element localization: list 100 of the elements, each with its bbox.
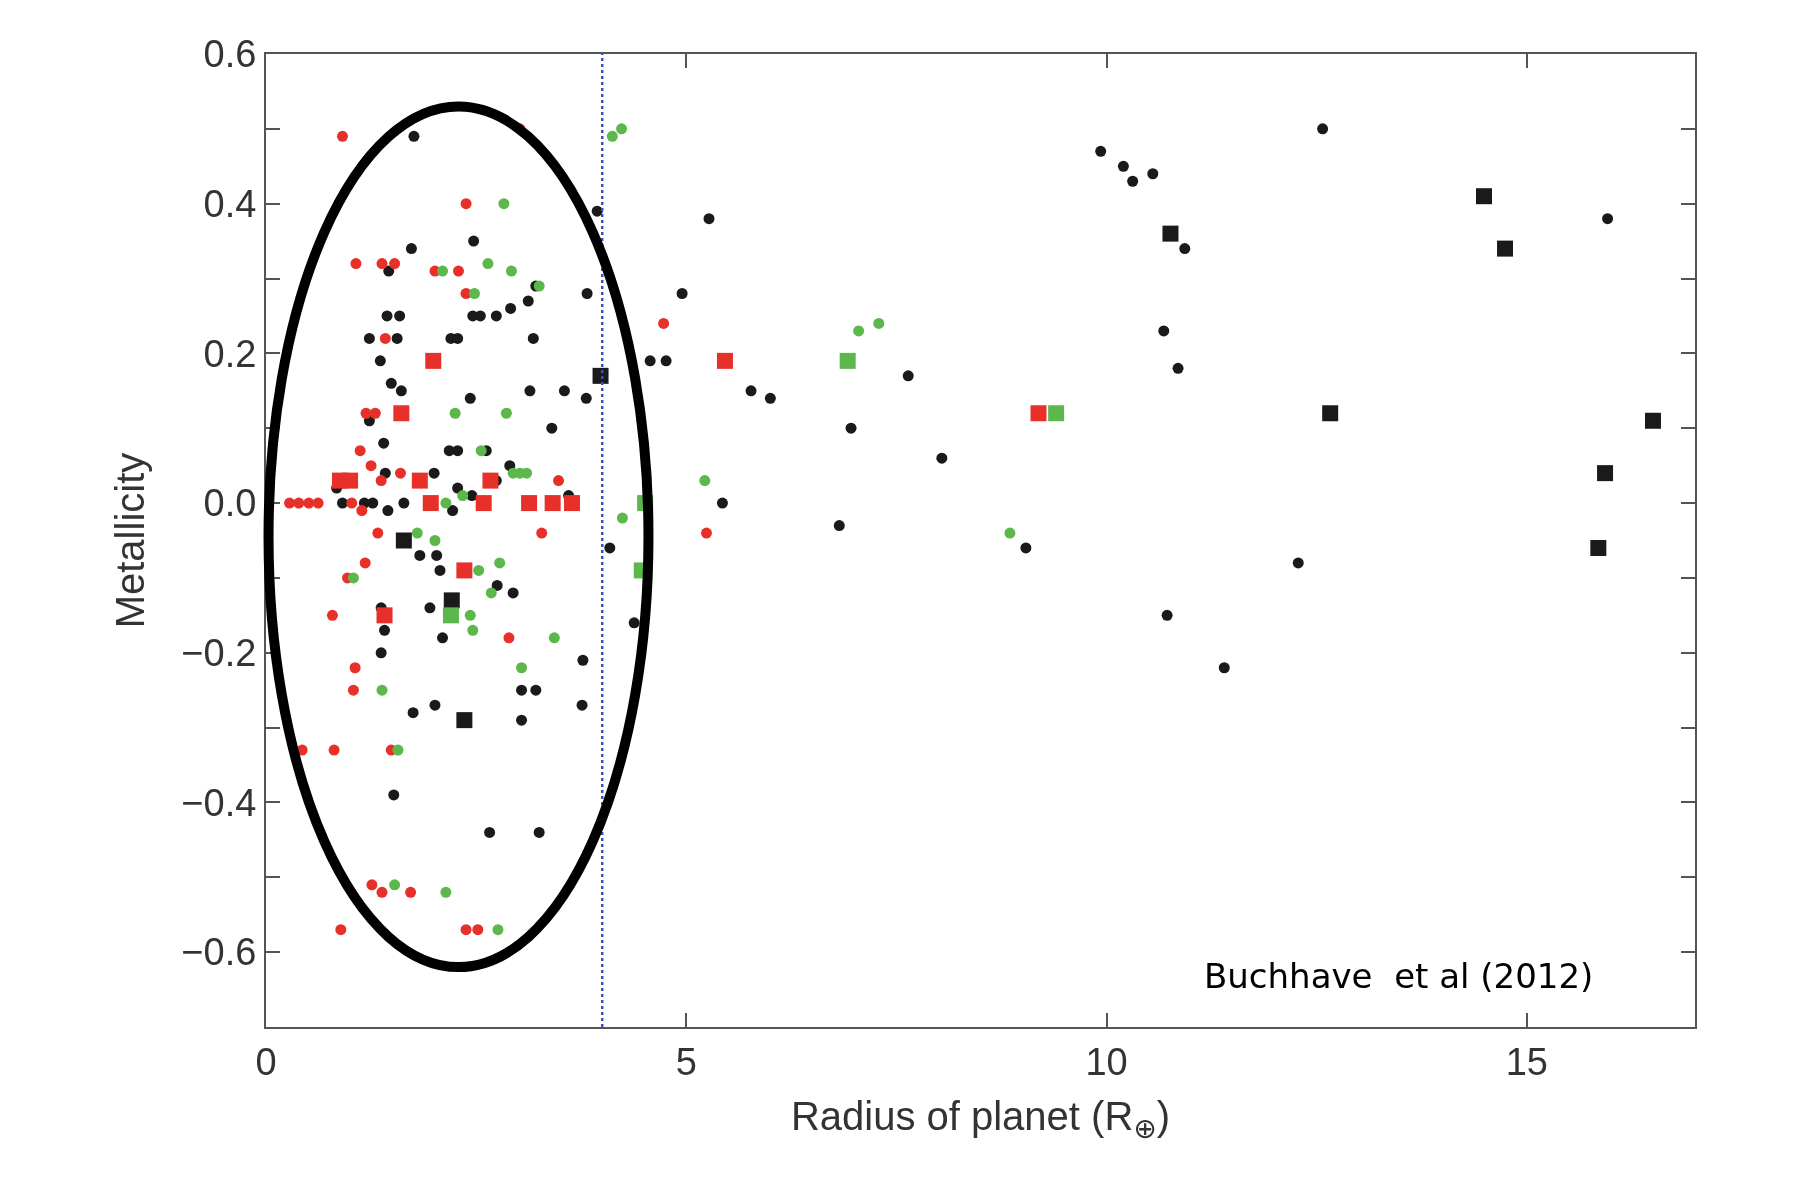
x-tick-label: 15 [1505, 1040, 1549, 1083]
point [468, 288, 480, 300]
point [442, 607, 459, 624]
point [1644, 412, 1661, 429]
point [393, 405, 410, 422]
point [563, 495, 580, 512]
point [379, 332, 391, 344]
point [1322, 405, 1339, 422]
point [464, 609, 476, 621]
x-tick-label: 5 [675, 1040, 697, 1083]
y-tick-label: 0.4 [203, 182, 257, 225]
point [873, 317, 885, 329]
point [411, 527, 423, 539]
point [516, 662, 528, 674]
point [312, 497, 324, 509]
point [1030, 405, 1047, 422]
point [1597, 465, 1614, 482]
point [354, 445, 366, 457]
point [389, 258, 401, 270]
point [326, 609, 338, 621]
point [460, 924, 472, 936]
point [359, 557, 371, 569]
point [449, 407, 461, 419]
point [616, 123, 628, 135]
point [456, 562, 473, 579]
point [328, 744, 340, 756]
point [1590, 539, 1607, 556]
point [548, 632, 560, 644]
point [505, 265, 517, 277]
point [1162, 225, 1179, 242]
point [853, 325, 865, 337]
point [366, 879, 378, 891]
point [346, 497, 358, 509]
point [392, 744, 404, 756]
y-tick-label: −0.6 [181, 931, 257, 974]
point [498, 198, 510, 210]
point [365, 460, 377, 472]
point [429, 535, 441, 546]
point [440, 497, 452, 509]
point [457, 490, 469, 502]
point [349, 662, 361, 674]
point [422, 495, 439, 512]
point [521, 495, 538, 512]
point [1004, 527, 1016, 539]
point [839, 352, 856, 369]
y-tick-label: 0.0 [203, 482, 257, 525]
point [606, 130, 618, 142]
point [443, 592, 460, 609]
point [1048, 405, 1065, 422]
point [395, 532, 412, 549]
point [475, 445, 487, 457]
x-tick-label: 0 [255, 1040, 277, 1083]
point [699, 475, 711, 487]
point [536, 527, 548, 539]
y-tick-label: 0.2 [203, 332, 257, 375]
y-tick-label: −0.2 [181, 632, 257, 675]
point [553, 475, 565, 487]
y-tick-label: 0.6 [203, 33, 257, 76]
x-axis-title: Radius of planet (R$_{⊕}$) [790, 1093, 1171, 1144]
point [372, 527, 384, 539]
x-tick-label: 10 [1085, 1040, 1128, 1083]
point [544, 495, 561, 512]
point [592, 367, 609, 384]
point [700, 527, 712, 539]
point [411, 472, 428, 489]
annotation: Buchhave et al (2012) [1204, 956, 1594, 996]
point [1476, 188, 1493, 205]
point [467, 624, 479, 636]
point [473, 564, 485, 576]
point [376, 258, 388, 270]
point [485, 587, 497, 599]
point [494, 557, 506, 569]
point [716, 352, 733, 369]
point [616, 512, 628, 524]
point [342, 472, 359, 489]
point [500, 407, 512, 419]
point [293, 497, 305, 509]
point [440, 886, 452, 898]
point [456, 712, 473, 729]
point [350, 258, 362, 270]
point [376, 886, 388, 898]
point [284, 497, 296, 509]
y-axis-title: Metallicity [108, 452, 153, 629]
point [394, 467, 406, 479]
point [347, 684, 359, 696]
point [437, 265, 449, 277]
point [475, 495, 492, 512]
point [1497, 240, 1514, 257]
point [482, 472, 499, 489]
point [356, 505, 368, 517]
point [425, 352, 442, 369]
point [347, 572, 359, 584]
point [452, 265, 464, 277]
point [336, 130, 348, 142]
point [482, 258, 494, 270]
point [376, 684, 388, 696]
point [376, 607, 393, 624]
point [405, 886, 417, 898]
point [369, 407, 381, 419]
point [389, 879, 401, 891]
